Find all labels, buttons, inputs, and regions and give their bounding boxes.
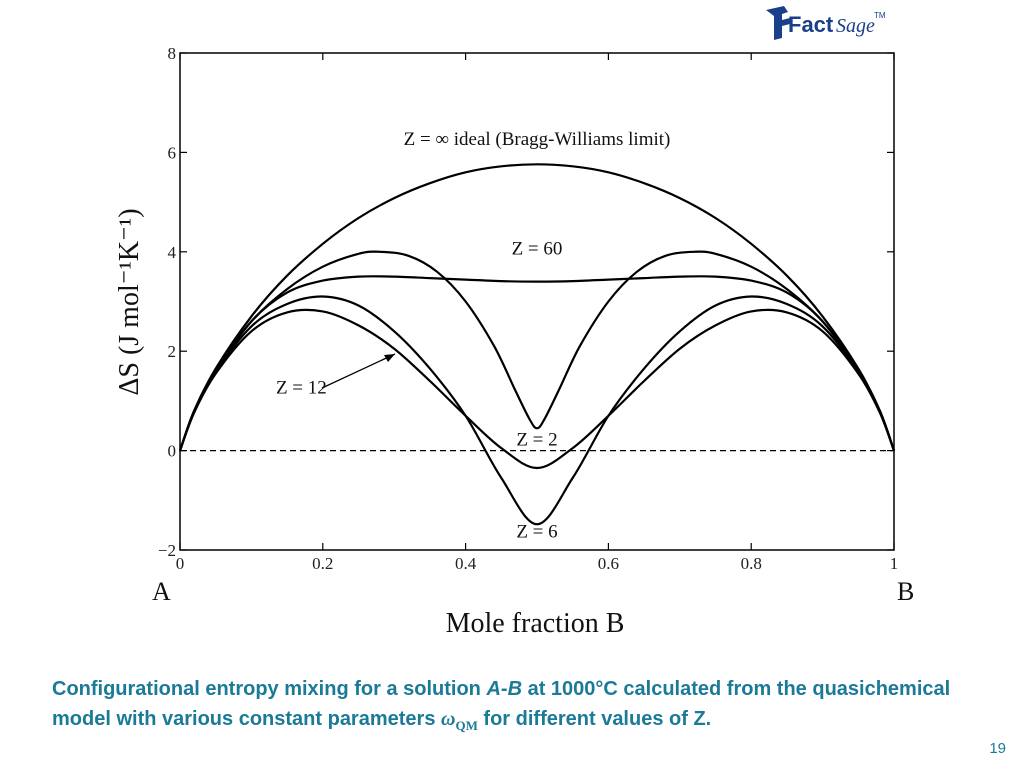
y-axis-title: ΔS (J mol⁻¹K⁻¹)	[114, 208, 145, 395]
y-tick-label: −2	[158, 541, 176, 560]
curve-annotation-2: Z = 60	[512, 238, 563, 259]
x-tick-label: 0.8	[741, 554, 762, 573]
z12-arrow	[321, 353, 396, 389]
x-tick-label: 0.4	[455, 554, 477, 573]
factsage-logo: Fact Sage TM	[766, 6, 886, 40]
logo-sage-text: Sage	[836, 15, 875, 37]
y-tick-label: 8	[168, 44, 177, 63]
caption-dash: -	[500, 678, 508, 700]
x-tick-label: 0.6	[598, 554, 619, 573]
curve-series-5	[178, 308, 896, 470]
curve-annotation-4: Z = 2	[516, 430, 557, 451]
caption-part3: for different values of Z.	[477, 708, 712, 730]
caption-omega: ω	[441, 708, 456, 730]
x-axis-title: Mole fraction B	[446, 608, 625, 639]
z12-arrowhead	[384, 354, 395, 362]
figure-caption: Configurational entropy mixing for a sol…	[52, 674, 982, 741]
curve-annotation-3: Z = 12	[276, 377, 327, 398]
annotations: Z = ∞ ideal (Bragg-Williams limit) Z = 60…	[276, 129, 670, 543]
curve-series-1	[178, 163, 896, 451]
y-tick-label: 0	[168, 442, 177, 461]
y-tick-label: 4	[168, 243, 177, 262]
caption-omega-sub: QM	[455, 718, 478, 733]
y-tick-label: 6	[168, 143, 177, 162]
curve-series-2	[178, 250, 896, 451]
curve-annotation-1: Z = ∞ ideal (Bragg-Williams limit)	[404, 129, 671, 150]
caption-part1: Configurational entropy mixing for a sol…	[52, 678, 487, 700]
end-label-a: A	[152, 577, 171, 606]
caption-a: A	[486, 678, 501, 700]
x-tick-labels: 0 0.2 0.4 0.6 0.8 1	[176, 554, 899, 573]
logo-f-shape	[766, 6, 790, 40]
curve-series-4	[178, 295, 896, 526]
y-tick-labels: −2 0 2 4 6 8	[158, 44, 177, 560]
y-tick-label: 2	[168, 342, 177, 361]
caption-part2: at 1000°C calculated from the quasichemi…	[52, 678, 951, 730]
curve-annotation-5: Z = 6	[516, 522, 557, 543]
curve-series-3	[178, 275, 896, 451]
x-tick-label: 0	[176, 554, 185, 573]
logo-tm: TM	[874, 11, 886, 20]
end-label-b: B	[897, 577, 914, 606]
axis-ticks	[179, 52, 895, 551]
x-tick-label: 1	[890, 554, 899, 573]
page-number: 19	[989, 740, 1006, 757]
x-tick-label: 0.2	[312, 554, 333, 573]
logo-fact-text: Fact	[788, 12, 834, 37]
caption-b: B	[507, 678, 523, 700]
curves	[178, 163, 896, 526]
plot-frame	[179, 52, 895, 551]
